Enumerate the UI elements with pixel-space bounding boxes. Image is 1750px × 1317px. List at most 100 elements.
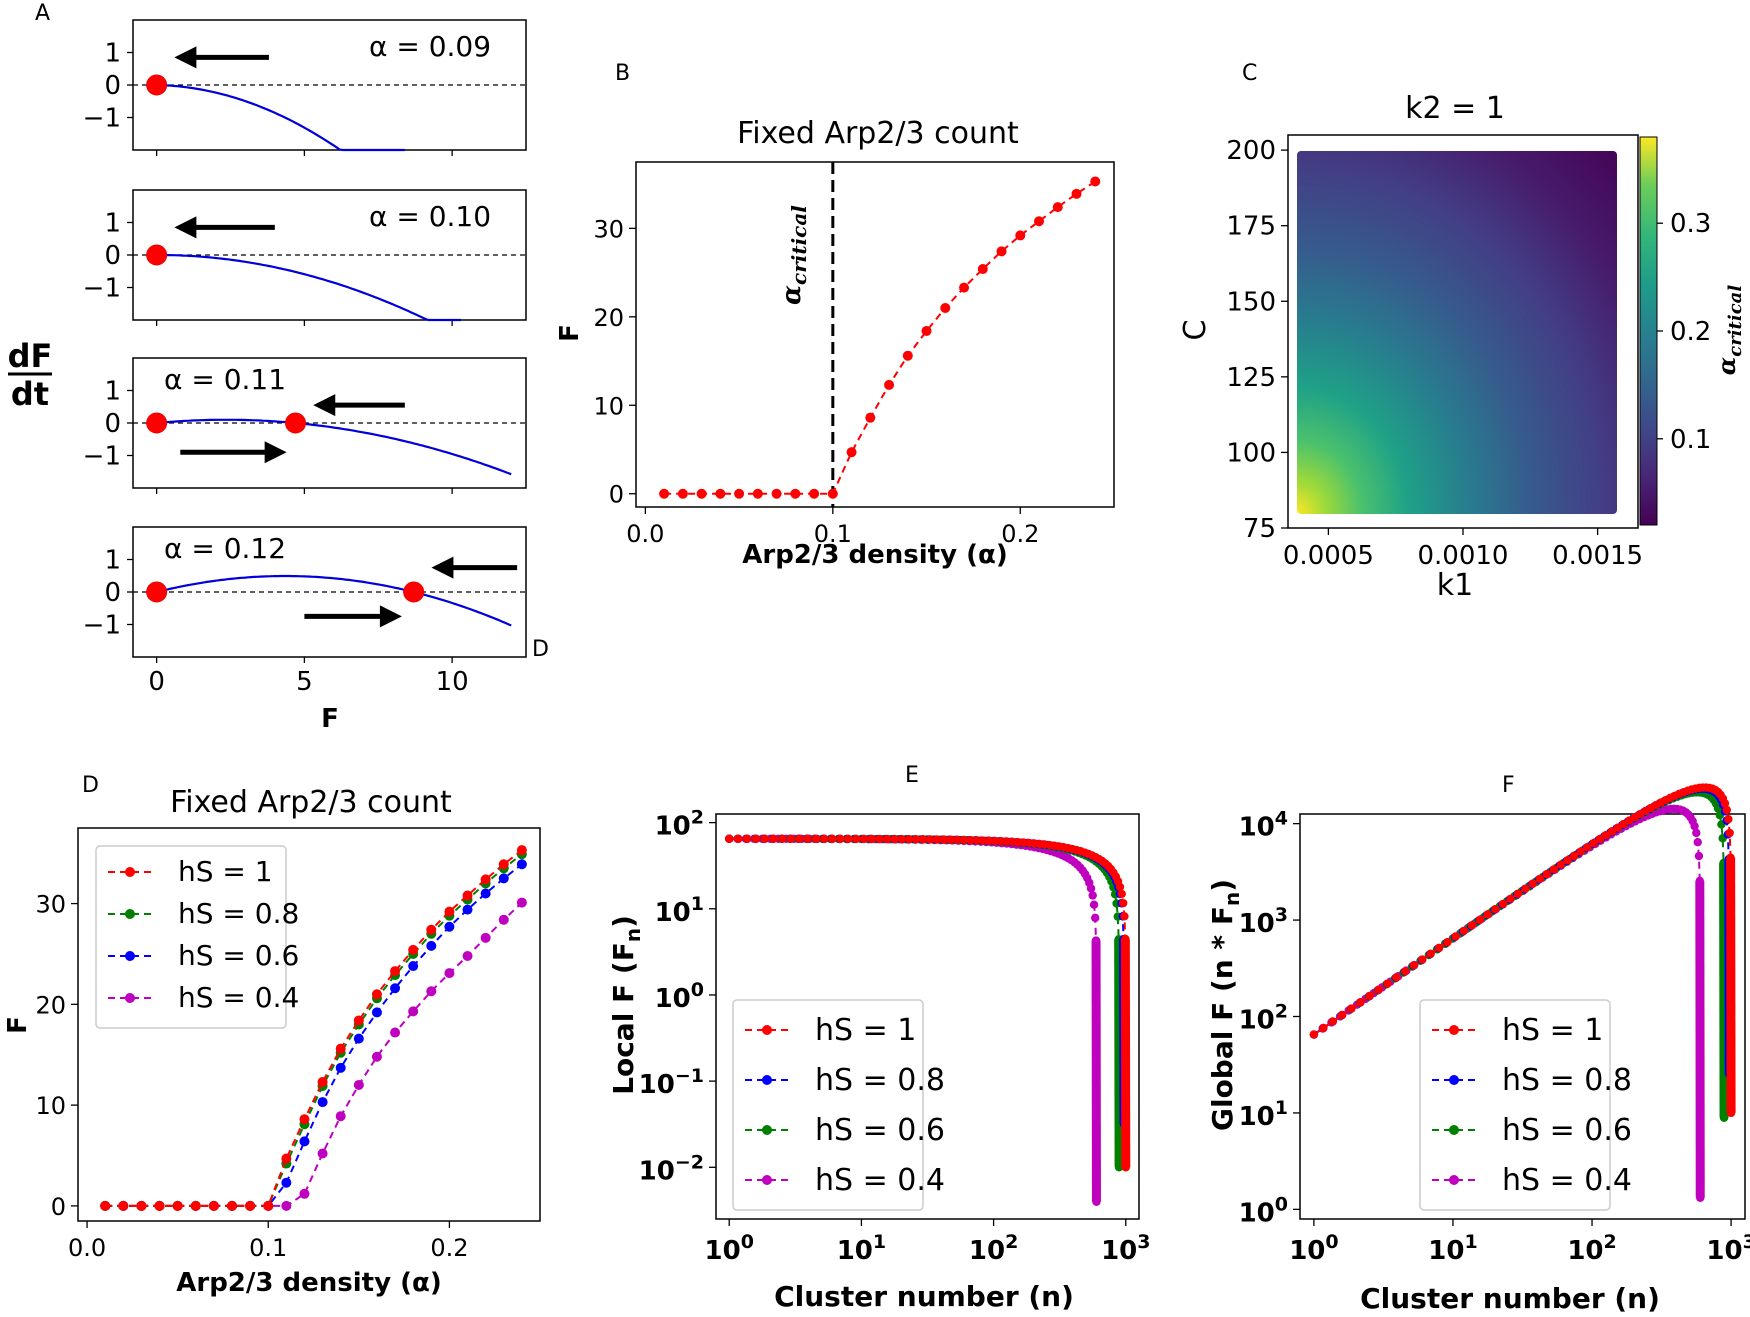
chart-a-xtick-label: 10	[436, 667, 469, 697]
chart-a-ytick-label: 1	[104, 377, 121, 407]
chart-e-xlabel: Cluster number (n)	[774, 1280, 1074, 1313]
chart-a-curve-0	[156, 83, 405, 152]
chart-b-fixed-count: Fixed Arp2/3 count Arp2/3 density (α) F …	[555, 116, 1115, 570]
chart-a-ylabel-denominator: dt	[11, 375, 49, 413]
chart-e-point	[953, 835, 962, 845]
chart-a-fixed-point	[146, 244, 168, 266]
chart-f-point	[1601, 831, 1611, 840]
panel-label-b: B	[615, 61, 630, 86]
chart-e-point	[1115, 882, 1125, 892]
chart-e-point	[1120, 912, 1129, 921]
chart-f-point	[1459, 926, 1468, 936]
chart-d-legend-marker	[125, 951, 135, 961]
chart-f-ytick-label-exp: 3	[1275, 904, 1288, 926]
chart-c-colorbar-alpha: α	[1712, 357, 1741, 375]
chart-f-point	[1549, 865, 1559, 874]
chart-b-point	[1034, 216, 1045, 227]
chart-d-ytick-label: 0	[51, 1193, 66, 1221]
chart-d-point	[281, 1200, 292, 1211]
chart-e-xtick-label-exp: 3	[1137, 1231, 1150, 1253]
chart-d-point	[426, 924, 437, 935]
chart-d-point	[462, 950, 473, 961]
chart-e-xtick-label-exp: 0	[741, 1231, 754, 1253]
chart-b-point	[809, 488, 820, 499]
chart-c-colorbar-label-tick: 0.2	[1670, 317, 1711, 347]
chart-e-legend-label: hS = 0.8	[815, 1063, 945, 1098]
chart-a-alpha-label: α = 0.11	[164, 363, 286, 396]
chart-c-colorbar	[1639, 136, 1658, 526]
panel-label-c: C	[1242, 61, 1257, 86]
chart-e-legend-marker	[762, 1125, 772, 1135]
chart-b-ytick-label: 10	[593, 392, 624, 420]
chart-f-point	[1690, 821, 1699, 831]
chart-e-point	[742, 834, 752, 843]
chart-e-point	[882, 834, 892, 844]
chart-d-point	[281, 1177, 292, 1188]
chart-d-point	[408, 944, 419, 955]
chart-f-ylabel: Global F (n * Fn)	[1206, 879, 1244, 1131]
chart-b-ytick-label: 20	[593, 304, 624, 332]
chart-f-point	[1513, 889, 1523, 898]
chart-f-point	[1328, 1017, 1338, 1026]
chart-b-point	[977, 264, 988, 275]
chart-a-ytick-label: 1	[104, 546, 121, 576]
chart-f-legend-marker	[1449, 1075, 1459, 1085]
chart-d-point	[516, 897, 527, 908]
chart-a-ytick-label: −1	[83, 274, 121, 304]
chart-a-fixed-point	[146, 581, 168, 603]
chart-d-hs-series: Fixed Arp2/3 count Arp2/3 density (α) F …	[3, 785, 541, 1298]
chart-d-legend-marker	[125, 909, 135, 919]
chart-d-xlabel: Arp2/3 density (α)	[176, 1268, 441, 1298]
chart-f-point	[1693, 837, 1702, 847]
chart-e-point	[932, 835, 942, 844]
chart-f-ylabel-main: Global F (n * F	[1206, 906, 1239, 1131]
chart-e-ytick-label-base: 10	[655, 984, 691, 1014]
chart-f-point	[1309, 1030, 1319, 1039]
chart-d-point	[299, 1188, 310, 1199]
chart-d-point	[408, 961, 419, 972]
chart-e-point	[875, 834, 884, 844]
panel-label-d: D	[82, 773, 99, 798]
chart-e-legend-marker	[762, 1175, 772, 1185]
chart-e-point	[851, 834, 861, 844]
chart-f-xtick-label-exp: 1	[1464, 1231, 1477, 1253]
chart-f-point	[1528, 879, 1537, 888]
chart-a-arrow-head	[379, 605, 402, 628]
chart-e-point	[786, 834, 795, 843]
chart-e-xtick-label: 101	[837, 1231, 886, 1266]
chart-a-alpha-label: α = 0.10	[369, 200, 491, 233]
chart-f-point	[1483, 910, 1492, 919]
chart-a-ytick-label: 1	[104, 39, 121, 69]
chart-d-point	[498, 859, 509, 870]
chart-e-ytick-label-exp: 2	[691, 807, 704, 829]
chart-c-ytick-label: 125	[1226, 363, 1276, 393]
chart-c-ytick-label: 75	[1243, 514, 1276, 544]
chart-a-fixed-point	[146, 412, 168, 434]
panel-label-d-small: D	[532, 637, 549, 662]
chart-b-frame	[635, 161, 1115, 508]
chart-a-ytick-label: 0	[104, 71, 121, 101]
chart-b-point	[696, 488, 707, 499]
chart-e-xtick-label-base: 10	[705, 1236, 741, 1266]
chart-b-series-line	[664, 180, 1096, 495]
chart-d-point	[190, 1200, 201, 1211]
chart-f-legend-marker	[1449, 1025, 1459, 1035]
chart-e-xtick-label-base: 10	[1101, 1236, 1137, 1266]
chart-f-point	[1582, 843, 1592, 852]
chart-e-point	[946, 835, 955, 844]
chart-e-point	[919, 835, 928, 844]
chart-e-point	[777, 834, 787, 843]
chart-f-legend-marker	[1449, 1125, 1459, 1135]
chart-f-xtick-label-base: 10	[1428, 1236, 1464, 1266]
chart-d-point	[281, 1153, 292, 1164]
chart-f-ytick-label-base: 10	[1239, 1006, 1275, 1036]
chart-a-alpha-label: α = 0.12	[164, 532, 286, 565]
panel-label-f: F	[1502, 773, 1515, 798]
chart-c-xlabel: k1	[1437, 568, 1473, 603]
chart-f-ytick-label: 102	[1239, 1001, 1288, 1036]
chart-e-point	[897, 834, 906, 844]
chart-a-arrow-head	[174, 216, 197, 239]
chart-f-ytick-label-base: 10	[1239, 1198, 1275, 1228]
chart-e-point	[795, 834, 804, 844]
chart-d-point	[335, 1043, 346, 1054]
